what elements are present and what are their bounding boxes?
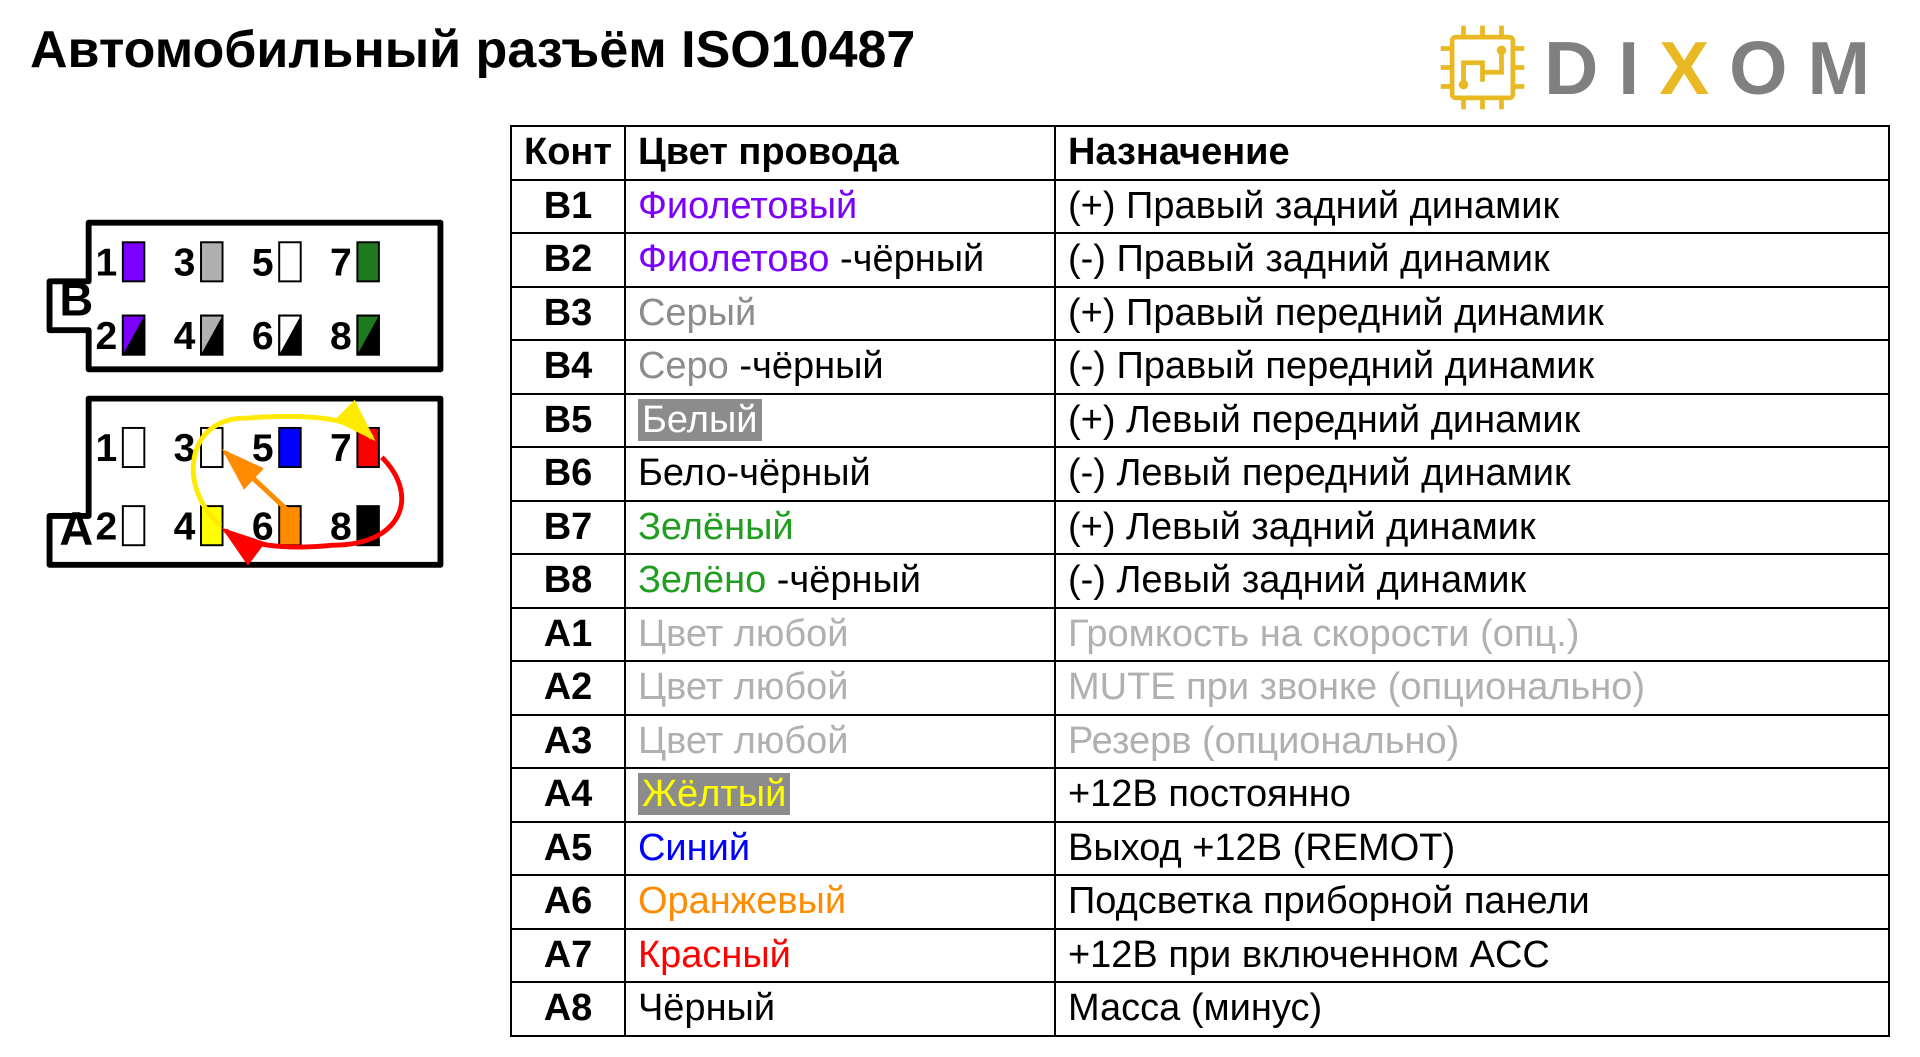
pin-id: A4 — [511, 768, 625, 822]
wire-color: Оранжевый — [625, 875, 1055, 929]
pin-id: B6 — [511, 447, 625, 501]
pin-id: B4 — [511, 340, 625, 394]
pin-id: A8 — [511, 982, 625, 1036]
pin-id: A2 — [511, 661, 625, 715]
wire-color: Цвет любой — [625, 661, 1055, 715]
pin-purpose: +12В при включенном ACC — [1055, 929, 1889, 983]
pinout-row: B6Бело-чёрный(-) Левый передний динамик — [511, 447, 1889, 501]
pin-purpose: (-) Правый задний динамик — [1055, 233, 1889, 287]
pinout-table: Конт Цвет провода Назначение B1Фиолетовы… — [510, 125, 1890, 1037]
svg-text:6: 6 — [252, 315, 274, 358]
pin-purpose: Громкость на скорости (опц.) — [1055, 608, 1889, 662]
wire-color: Жёлтый — [625, 768, 1055, 822]
wire-color: Цвет любой — [625, 715, 1055, 769]
pinout-row: A6ОранжевыйПодсветка приборной панели — [511, 875, 1889, 929]
wire-color: Фиолетово -чёрный — [625, 233, 1055, 287]
pin-id: B2 — [511, 233, 625, 287]
pinout-row: B7Зелёный(+) Левый задний динамик — [511, 501, 1889, 555]
svg-text:1: 1 — [95, 241, 117, 284]
pin-purpose: (-) Левый задний динамик — [1055, 554, 1889, 608]
pinout-row: B5Белый(+) Левый передний динамик — [511, 394, 1889, 448]
pin-purpose: +12В постоянно — [1055, 768, 1889, 822]
pin-id: B8 — [511, 554, 625, 608]
wire-color: Зелёный — [625, 501, 1055, 555]
page-title: Автомобильный разъём ISO10487 — [30, 20, 915, 80]
pinout-row: A5СинийВыход +12В (REMOT) — [511, 822, 1889, 876]
svg-text:8: 8 — [330, 315, 352, 358]
wire-color: Белый — [625, 394, 1055, 448]
svg-text:B: B — [59, 274, 93, 326]
brand-logo: DIXOM — [1435, 20, 1890, 115]
pinout-row: A7Красный+12В при включенном ACC — [511, 929, 1889, 983]
pinout-row: B8Зелёно -чёрный(-) Левый задний динамик — [511, 554, 1889, 608]
pin-purpose: (+) Правый задний динамик — [1055, 180, 1889, 234]
svg-text:4: 4 — [174, 315, 196, 358]
wire-color: Красный — [625, 929, 1055, 983]
wire-color: Цвет любой — [625, 608, 1055, 662]
col-purpose: Назначение — [1055, 126, 1889, 180]
wire-color: Бело-чёрный — [625, 447, 1055, 501]
pinout-row: A1Цвет любойГромкость на скорости (опц.) — [511, 608, 1889, 662]
pin-id: B3 — [511, 287, 625, 341]
pin-purpose: (-) Правый передний динамик — [1055, 340, 1889, 394]
pin-id: A5 — [511, 822, 625, 876]
pin-purpose: Подсветка приборной панели — [1055, 875, 1889, 929]
wire-color: Серо -чёрный — [625, 340, 1055, 394]
pin-id: A3 — [511, 715, 625, 769]
pin-id: A1 — [511, 608, 625, 662]
connector-diagram: B13572468A13572468 — [30, 125, 460, 599]
svg-text:3: 3 — [174, 241, 196, 284]
wire-color: Зелёно -чёрный — [625, 554, 1055, 608]
pinout-row: A8ЧёрныйМасса (минус) — [511, 982, 1889, 1036]
pinout-row: B1Фиолетовый(+) Правый задний динамик — [511, 180, 1889, 234]
pin-purpose: Резерв (опционально) — [1055, 715, 1889, 769]
col-wire: Цвет провода — [625, 126, 1055, 180]
pin-purpose: MUTE при звонке (опционально) — [1055, 661, 1889, 715]
pinout-row: A2Цвет любойMUTE при звонке (опционально… — [511, 661, 1889, 715]
svg-text:2: 2 — [95, 505, 117, 548]
svg-text:2: 2 — [95, 315, 117, 358]
wire-color: Синий — [625, 822, 1055, 876]
col-pin: Конт — [511, 126, 625, 180]
pin-purpose: (+) Левый задний динамик — [1055, 501, 1889, 555]
pin-id: A7 — [511, 929, 625, 983]
pin-purpose: (+) Правый передний динамик — [1055, 287, 1889, 341]
svg-text:5: 5 — [252, 427, 274, 470]
svg-text:7: 7 — [330, 427, 352, 470]
pin-id: B1 — [511, 180, 625, 234]
pinout-row: B4Серо -чёрный(-) Правый передний динами… — [511, 340, 1889, 394]
chip-icon — [1435, 20, 1530, 115]
wire-color: Фиолетовый — [625, 180, 1055, 234]
svg-text:7: 7 — [330, 241, 352, 284]
svg-text:4: 4 — [174, 505, 196, 548]
pin-purpose: (-) Левый передний динамик — [1055, 447, 1889, 501]
pin-purpose: Масса (минус) — [1055, 982, 1889, 1036]
pin-id: B7 — [511, 501, 625, 555]
pinout-row: B2Фиолетово -чёрный(-) Правый задний дин… — [511, 233, 1889, 287]
wire-color: Серый — [625, 287, 1055, 341]
pin-id: B5 — [511, 394, 625, 448]
svg-text:1: 1 — [95, 427, 117, 470]
pinout-row: A4Жёлтый+12В постоянно — [511, 768, 1889, 822]
pin-purpose: Выход +12В (REMOT) — [1055, 822, 1889, 876]
pinout-row: A3Цвет любойРезерв (опционально) — [511, 715, 1889, 769]
pin-purpose: (+) Левый передний динамик — [1055, 394, 1889, 448]
wire-color: Чёрный — [625, 982, 1055, 1036]
svg-text:A: A — [59, 503, 93, 555]
pinout-row: B3Серый(+) Правый передний динамик — [511, 287, 1889, 341]
pin-id: A6 — [511, 875, 625, 929]
svg-text:5: 5 — [252, 241, 274, 284]
